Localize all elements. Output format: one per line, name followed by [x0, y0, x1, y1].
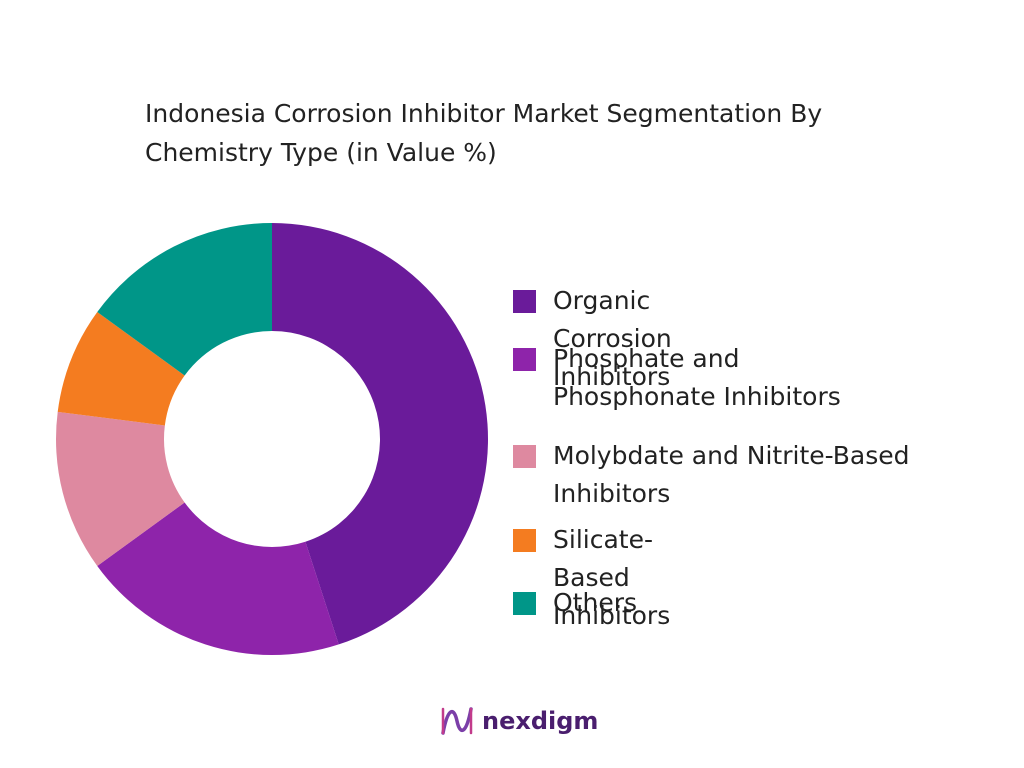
legend-item: Silicate-Based Inhibitors — [513, 521, 670, 635]
donut-segment — [55, 411, 185, 566]
legend-label: Organic Corrosion Inhibitors — [553, 286, 672, 391]
legend-item: Molybdate and Nitrite-Based Inhibitors — [513, 437, 983, 513]
chart — [55, 223, 489, 655]
legend-swatch — [513, 592, 536, 615]
brand-icon — [441, 707, 473, 735]
legend-swatch — [513, 348, 536, 371]
legend-item: Phosphate and Phosphonate Inhibitors — [513, 340, 843, 416]
donut-segment — [97, 502, 339, 655]
legend-label: Phosphate and Phosphonate Inhibitors — [553, 344, 841, 411]
brand: nexdigm — [440, 703, 598, 739]
legend-label: Molybdate and Nitrite-Based Inhibitors — [553, 441, 910, 508]
legend-label: Silicate-Based Inhibitors — [553, 525, 671, 630]
donut-segment — [272, 223, 489, 645]
legend-item: Organic Corrosion Inhibitors — [513, 282, 672, 396]
donut-segment — [97, 223, 273, 376]
donut-segment — [57, 312, 185, 426]
chart-title: Indonesia Corrosion Inhibitor Market Seg… — [145, 99, 823, 167]
legend-label: Others — [553, 588, 638, 617]
legend-swatch — [513, 445, 536, 468]
legend-item: Others — [513, 584, 637, 622]
legend-swatch — [513, 290, 536, 313]
legend-swatch — [513, 529, 536, 552]
brand-name: nexdigm — [482, 707, 599, 735]
